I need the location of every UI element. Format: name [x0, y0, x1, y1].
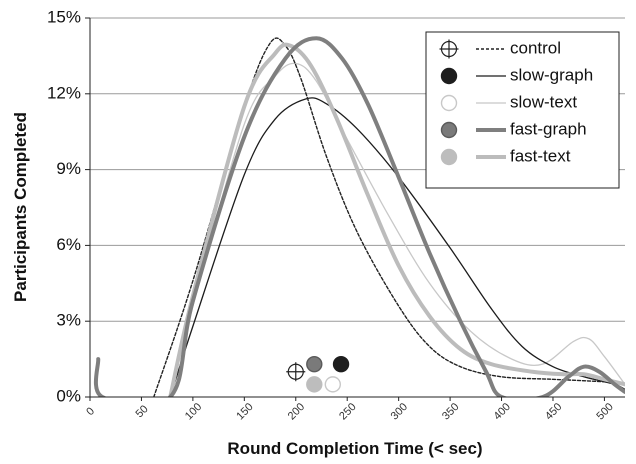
- circle-dark-icon: [440, 67, 458, 85]
- y-tick-label: 0%: [56, 386, 81, 405]
- series-line-control: [153, 37, 625, 397]
- circle-mid-icon: [306, 355, 323, 373]
- mean-marker-fast-graph: [306, 355, 323, 373]
- legend-marker-fast-graph: [440, 121, 458, 139]
- circle-white-icon: [440, 94, 458, 112]
- legend-marker-fast-text: [440, 148, 458, 166]
- legend-items: control slow-graph slow-text fast-graph fast…: [439, 38, 593, 166]
- legend-item-fast-text: fast-text: [440, 146, 571, 166]
- series-lines: [93, 36, 625, 397]
- x-axis-title: Round Completion Time (< sec): [227, 439, 482, 458]
- y-axis-ticks: 0% 3% 6% 9% 12% 15%: [47, 7, 90, 405]
- legend: control slow-graph slow-text fast-graph fast…: [425, 31, 620, 189]
- circle-white-icon: [324, 376, 342, 393]
- legend-marker-control: [439, 39, 459, 59]
- legend-label-slow-graph: slow-graph: [510, 65, 593, 84]
- mean-markers: [286, 355, 350, 393]
- legend-label-fast-text: fast-text: [510, 146, 571, 165]
- y-tick-label: 9%: [56, 159, 81, 178]
- y-tick-label: 15%: [47, 7, 81, 26]
- circle-light-icon: [306, 376, 323, 393]
- y-axis-title: Participants Completed: [11, 112, 30, 302]
- legend-item-slow-text: slow-text: [440, 92, 577, 112]
- legend-label-fast-graph: fast-graph: [510, 119, 587, 138]
- series-line-fast-text: [168, 42, 625, 397]
- mean-marker-fast-text: [306, 376, 323, 393]
- circle-dark-icon: [332, 355, 350, 373]
- legend-label-slow-text: slow-text: [510, 92, 577, 111]
- legend-label-control: control: [510, 38, 561, 57]
- legend-item-slow-graph: slow-graph: [440, 65, 593, 85]
- legend-item-control: control: [439, 38, 561, 59]
- series-line-fast-graph: [93, 36, 625, 397]
- y-tick-label: 12%: [47, 83, 81, 102]
- mean-marker-slow-text: [324, 376, 342, 393]
- series-line-slow-text: [169, 62, 625, 397]
- circle-light-icon: [440, 148, 458, 166]
- legend-box: [425, 31, 620, 189]
- legend-item-fast-graph: fast-graph: [440, 119, 587, 139]
- mean-marker-control: [286, 362, 306, 382]
- legend-marker-slow-graph: [440, 67, 458, 85]
- circle-mid-icon: [440, 121, 458, 139]
- y-tick-label: 3%: [56, 311, 81, 330]
- legend-marker-slow-text: [440, 94, 458, 112]
- mean-marker-slow-graph: [332, 355, 350, 373]
- y-tick-label: 6%: [56, 235, 81, 254]
